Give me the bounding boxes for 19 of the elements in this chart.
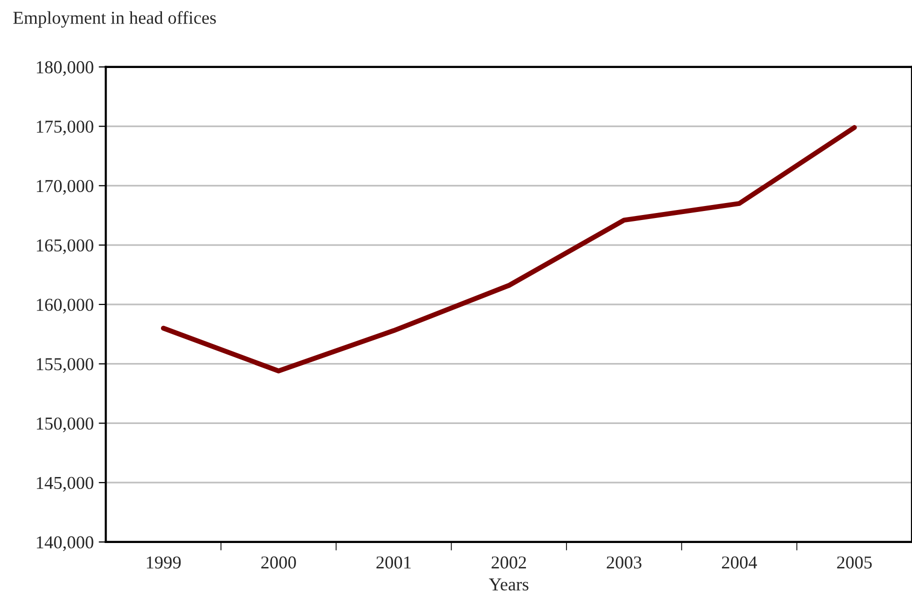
y-axis-title: Employment in head offices <box>13 11 216 28</box>
y-tick-label: 145,000 <box>36 476 94 492</box>
y-tick-label: 160,000 <box>36 298 94 314</box>
y-tick-label: 175,000 <box>36 120 94 136</box>
x-tick-label: 2005 <box>837 556 872 569</box>
x-tick-label: 2004 <box>722 556 758 569</box>
y-tick-label: 180,000 <box>36 61 94 76</box>
y-tick-label: 155,000 <box>36 358 94 373</box>
line-series <box>160 125 857 374</box>
x-tick-label: 2000 <box>261 556 296 569</box>
x-tick-label: 2002 <box>492 556 526 569</box>
y-tick-label: 170,000 <box>36 180 94 195</box>
x-tick-label: 1999 <box>146 556 181 569</box>
y-tick-label: 140,000 <box>36 536 94 552</box>
y-tick-label: 165,000 <box>36 239 94 254</box>
y-tick-label: 150,000 <box>36 417 94 432</box>
x-axis-title: Years <box>488 578 528 591</box>
x-tick-label: 2001 <box>376 556 411 569</box>
x-tick-label: 2003 <box>606 556 642 569</box>
